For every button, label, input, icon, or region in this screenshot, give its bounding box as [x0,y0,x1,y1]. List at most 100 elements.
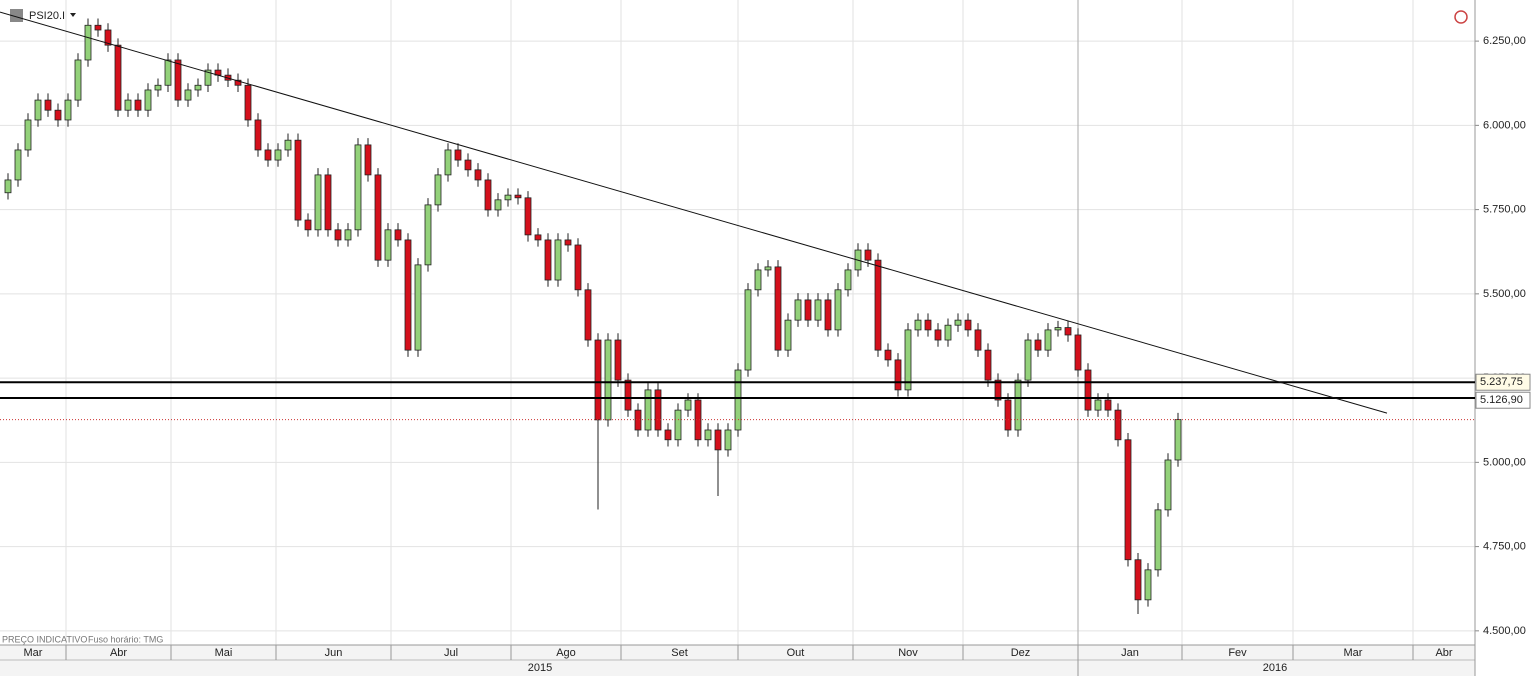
candle-body [864,249,872,261]
candle-body [24,119,32,151]
candle-body [1134,559,1142,601]
candle-body [884,349,892,361]
year-label: 2015 [528,662,552,674]
candle-body [874,259,882,351]
candle-body [384,229,392,261]
x-tick-label: Abr [1435,647,1452,659]
symbol-name[interactable]: PSI20.I [29,10,65,22]
candle-body [424,204,432,266]
candle-body [504,194,512,201]
candle-body [94,24,102,31]
dropdown-arrow[interactable] [70,13,76,17]
candle-body [984,349,992,381]
candle-body [64,99,72,121]
candle-body [664,429,672,441]
candle-body [1024,339,1032,381]
candle-body [574,244,582,291]
candle-body [704,429,712,441]
candle-body [104,29,112,46]
y-tick-label: 5.000,00 [1483,456,1526,468]
candle-body [544,239,552,281]
x-tick-label: Out [787,647,805,659]
candle-body [614,339,622,381]
symbol-icon[interactable] [10,9,23,22]
candle-body [1014,379,1022,431]
candle-body [474,169,482,181]
candle-body [494,199,502,211]
candle-body [1044,329,1052,351]
x-tick-label: Mar [24,647,43,659]
candle-body [914,319,922,331]
x-tick-label: Mai [215,647,233,659]
candle-body [1164,459,1172,511]
candle-body [444,149,452,176]
candle-body [1094,399,1102,411]
trendline [0,11,1388,414]
x-tick-label: Abr [110,647,127,659]
candle-body [34,99,42,121]
candle-body [714,429,722,451]
candle-body [144,89,152,111]
candle-body [1004,399,1012,431]
y-tick-label: 5.750,00 [1483,204,1526,216]
y-tick-label: 4.750,00 [1483,541,1526,553]
candle-body [1174,419,1182,461]
candle-body [344,229,352,241]
candle-body [524,197,532,236]
candle-body [354,144,362,231]
candle-body [454,149,462,161]
candle-body [924,319,932,331]
candle-body [774,266,782,351]
x-tick-label: Jan [1121,647,1139,659]
candle-body [1114,409,1122,441]
candle-body [604,339,612,421]
candle-body [404,239,412,351]
candle-body [644,389,652,431]
y-tick-label: 6.250,00 [1483,35,1526,47]
candle-body [594,339,602,421]
candle-body [1074,334,1082,371]
candle-body [824,299,832,331]
candle-body [254,119,262,151]
candle-body [184,89,192,101]
candle-body [324,174,332,231]
candle-body [974,329,982,351]
candle-body [1034,339,1042,351]
x-tick-label: Jul [444,647,458,659]
candle-body [834,289,842,331]
candle-body [844,269,852,291]
price-label-box [1475,391,1531,409]
candle-body [244,84,252,121]
candle-body [234,79,242,86]
x-tick-label: Dez [1011,647,1031,659]
candle-body [744,289,752,371]
clock-icon[interactable] [1454,10,1468,24]
candle-body [284,139,292,151]
candle-body [394,229,402,241]
candle-body [554,239,562,281]
candle-body [814,299,822,321]
candle-body [114,44,122,111]
year-label: 2016 [1263,662,1287,674]
candle-body [294,139,302,221]
candle-body [414,264,422,351]
candle-body [1064,327,1072,336]
grid [0,0,1475,645]
y-tick-label: 5.500,00 [1483,288,1526,300]
candle-body [654,389,662,431]
candle-body [484,179,492,211]
candle-body [754,269,762,291]
candle-body [794,299,802,321]
candle-body [74,59,82,101]
y-tick-label: 4.500,00 [1483,625,1526,637]
candle-body [514,194,522,199]
candle-body [154,84,162,91]
candle-body [784,319,792,351]
x-tick-label: Jun [325,647,343,659]
candle-body [464,159,472,171]
candle-body [374,174,382,261]
candle-body [1104,399,1112,411]
candle-body [584,289,592,341]
candle-body [194,84,202,91]
